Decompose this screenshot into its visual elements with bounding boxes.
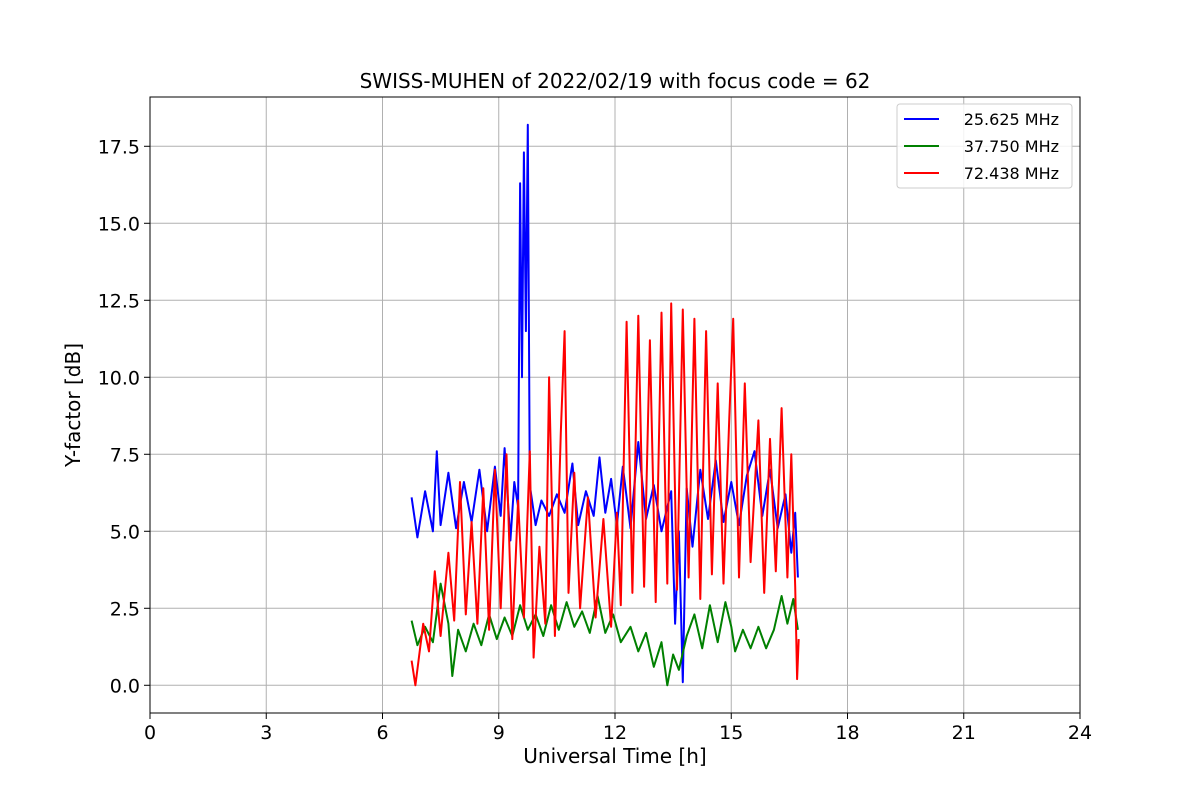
- series-line-1: [410, 582, 799, 687]
- legend-label: 72.438 MHz: [964, 164, 1059, 183]
- y-tick-label: 5.0: [110, 521, 140, 543]
- x-tick-label: 21: [952, 722, 976, 744]
- y-tick-label: 10.0: [98, 367, 140, 389]
- y-axis: 0.0 2.5 5.0 7.5 10.0 12.5 15.0 17.5: [98, 136, 150, 697]
- plot-area: [410, 123, 800, 687]
- x-axis: 0 3 6 9 12 15 18 21 24: [144, 713, 1092, 744]
- series-line-2: [410, 302, 800, 687]
- y-tick-label: 2.5: [110, 598, 140, 620]
- series-line-0: [410, 123, 799, 684]
- y-tick-label: 12.5: [98, 290, 140, 312]
- legend-box: [896, 103, 1073, 189]
- x-tick-label: 3: [260, 722, 272, 744]
- x-tick-label: 24: [1068, 722, 1092, 744]
- y-tick-label: 0.0: [110, 675, 140, 697]
- x-tick-label: 9: [493, 722, 505, 744]
- x-tick-label: 18: [835, 722, 859, 744]
- chart-title: SWISS-MUHEN of 2022/02/19 with focus cod…: [360, 69, 871, 93]
- x-axis-title: Universal Time [h]: [523, 744, 706, 768]
- y-tick-label: 17.5: [98, 136, 140, 158]
- y-tick-label: 15.0: [98, 213, 140, 235]
- y-tick-label: 7.5: [110, 444, 140, 466]
- x-tick-label: 12: [603, 722, 627, 744]
- legend-label: 25.625 MHz: [964, 110, 1059, 129]
- grid-lines: [149, 97, 1081, 713]
- legend-label: 37.750 MHz: [964, 137, 1059, 156]
- x-tick-label: 15: [719, 722, 743, 744]
- legend: 25.625 MHz 37.750 MHz 72.438 MHz: [896, 103, 1073, 189]
- x-tick-label: 6: [376, 722, 388, 744]
- y-axis-title: Y-factor [dB]: [61, 343, 85, 468]
- x-tick-label: 0: [144, 722, 156, 744]
